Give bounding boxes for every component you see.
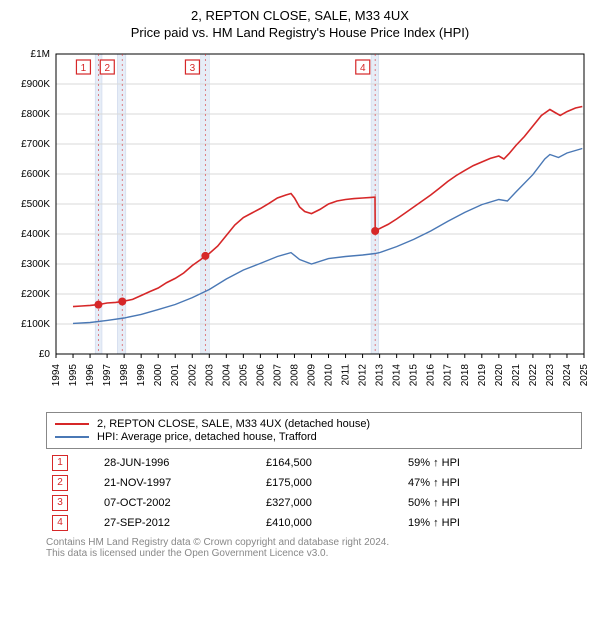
- svg-text:1995: 1995: [68, 364, 79, 387]
- svg-text:2007: 2007: [272, 364, 283, 387]
- legend-label-hpi: HPI: Average price, detached house, Traf…: [97, 431, 317, 443]
- sale-row: 2 21-NOV-1997£175,00047% ↑ HPI: [46, 473, 582, 493]
- svg-text:1999: 1999: [136, 364, 147, 387]
- chart-plot: £0 £100K £200K £300K £400K £500K £600K £700K £80…: [8, 46, 592, 406]
- svg-text:2006: 2006: [255, 364, 266, 387]
- svg-text:2021: 2021: [511, 364, 522, 387]
- sale-row: 3 07-OCT-2002£327,00050% ↑ HPI: [46, 493, 582, 513]
- svg-text:2002: 2002: [187, 364, 198, 387]
- svg-text:2003: 2003: [204, 364, 215, 387]
- svg-text:2020: 2020: [494, 364, 505, 387]
- svg-text:2008: 2008: [289, 364, 300, 387]
- sale-pct: 19% ↑ HPI: [402, 513, 582, 533]
- svg-text:£900K: £900K: [21, 79, 50, 90]
- sale-price: £175,000: [260, 473, 402, 493]
- svg-text:2009: 2009: [306, 364, 317, 387]
- sale-point: [201, 252, 209, 260]
- footer-line1: Contains HM Land Registry data © Crown c…: [46, 537, 582, 548]
- svg-text:£0: £0: [39, 349, 51, 360]
- svg-text:1994: 1994: [51, 364, 62, 387]
- svg-text:1996: 1996: [85, 364, 96, 387]
- svg-text:2000: 2000: [153, 364, 164, 387]
- sale-pct: 47% ↑ HPI: [402, 473, 582, 493]
- svg-text:£700K: £700K: [21, 139, 50, 150]
- svg-text:£300K: £300K: [21, 259, 50, 270]
- legend-item-hpi: HPI: Average price, detached house, Traf…: [55, 431, 573, 443]
- svg-text:£1M: £1M: [31, 49, 50, 60]
- svg-text:2013: 2013: [375, 364, 386, 387]
- sale-price: £410,000: [260, 513, 402, 533]
- svg-text:£100K: £100K: [21, 319, 50, 330]
- svg-text:2023: 2023: [545, 364, 556, 387]
- footer-line2: This data is licensed under the Open Gov…: [46, 548, 582, 559]
- sale-marker: 4: [52, 515, 68, 531]
- svg-text:2015: 2015: [409, 364, 420, 387]
- sale-marker: 2: [52, 475, 68, 491]
- footer-attribution: Contains HM Land Registry data © Crown c…: [46, 537, 582, 559]
- sales-table: 1 28-JUN-1996£164,50059% ↑ HPI 2 21-NOV-199…: [46, 453, 582, 533]
- svg-text:£800K: £800K: [21, 109, 50, 120]
- svg-text:2012: 2012: [358, 364, 369, 387]
- legend-swatch-hpi: [55, 436, 89, 438]
- svg-text:2004: 2004: [221, 364, 232, 387]
- title-subtitle: Price paid vs. HM Land Registry's House …: [8, 25, 592, 40]
- svg-text:£500K: £500K: [21, 199, 50, 210]
- svg-text:2025: 2025: [579, 364, 590, 387]
- svg-text:2016: 2016: [426, 364, 437, 387]
- sale-price: £164,500: [260, 453, 402, 473]
- svg-text:2: 2: [105, 63, 111, 74]
- sale-date: 27-SEP-2012: [98, 513, 260, 533]
- sale-marker: 1: [52, 455, 68, 471]
- svg-text:2001: 2001: [170, 364, 181, 387]
- legend: 2, REPTON CLOSE, SALE, M33 4UX (detached…: [46, 412, 582, 449]
- chart-container: { "title_line1": "2, REPTON CLOSE, SALE,…: [0, 0, 600, 567]
- svg-text:2024: 2024: [562, 364, 573, 387]
- sale-point: [118, 298, 126, 306]
- legend-item-property: 2, REPTON CLOSE, SALE, M33 4UX (detached…: [55, 418, 573, 430]
- svg-text:2019: 2019: [477, 364, 488, 387]
- svg-text:2010: 2010: [324, 364, 335, 387]
- sale-marker: 3: [52, 495, 68, 511]
- sale-pct: 59% ↑ HPI: [402, 453, 582, 473]
- svg-text:2022: 2022: [528, 364, 539, 387]
- sale-date: 28-JUN-1996: [98, 453, 260, 473]
- svg-text:1998: 1998: [119, 364, 130, 387]
- sale-row: 1 28-JUN-1996£164,50059% ↑ HPI: [46, 453, 582, 473]
- sale-point: [371, 227, 379, 235]
- chart-svg: £0 £100K £200K £300K £400K £500K £600K £700K £80…: [8, 46, 592, 406]
- svg-text:2011: 2011: [341, 364, 352, 386]
- svg-text:£200K: £200K: [21, 289, 50, 300]
- sale-date: 07-OCT-2002: [98, 493, 260, 513]
- sale-price: £327,000: [260, 493, 402, 513]
- sale-point: [94, 301, 102, 309]
- svg-text:2018: 2018: [460, 364, 471, 387]
- title-address: 2, REPTON CLOSE, SALE, M33 4UX: [8, 8, 592, 23]
- svg-text:2005: 2005: [238, 364, 249, 387]
- legend-swatch-property: [55, 423, 89, 425]
- svg-text:2014: 2014: [392, 364, 403, 387]
- sale-date: 21-NOV-1997: [98, 473, 260, 493]
- svg-text:1997: 1997: [102, 364, 113, 387]
- svg-text:3: 3: [190, 63, 196, 74]
- legend-label-property: 2, REPTON CLOSE, SALE, M33 4UX (detached…: [97, 418, 370, 430]
- svg-text:2017: 2017: [443, 364, 454, 387]
- sale-pct: 50% ↑ HPI: [402, 493, 582, 513]
- sale-row: 4 27-SEP-2012£410,00019% ↑ HPI: [46, 513, 582, 533]
- svg-text:1: 1: [81, 63, 87, 74]
- chart-titles: 2, REPTON CLOSE, SALE, M33 4UX Price pai…: [8, 8, 592, 40]
- svg-text:4: 4: [360, 63, 366, 74]
- svg-text:£600K: £600K: [21, 169, 50, 180]
- svg-text:£400K: £400K: [21, 229, 50, 240]
